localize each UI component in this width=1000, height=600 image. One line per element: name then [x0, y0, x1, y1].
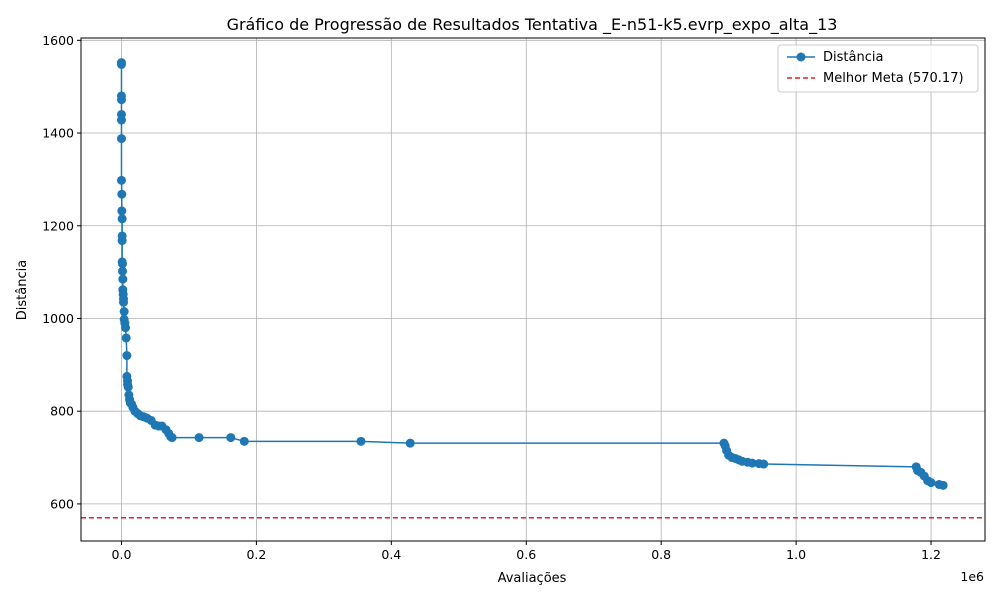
data-point [356, 436, 366, 446]
data-point [117, 259, 127, 269]
data-point [116, 115, 126, 125]
data-point [116, 175, 126, 185]
data-point [117, 189, 127, 199]
y-tick-label: 1600 [42, 33, 74, 48]
data-point [122, 351, 132, 361]
plot-frame [80, 37, 986, 542]
legend-marker-distancia [796, 52, 806, 62]
data-point [167, 433, 177, 443]
y-tick-label: 1200 [42, 218, 74, 233]
y-axis-ticks: 600 800 1000 1200 1400 1600 [42, 33, 81, 511]
chart-title: Gráfico de Progressão de Resultados Tent… [227, 15, 838, 35]
data-point [117, 236, 127, 246]
x-axis-offset-label: 1e6 [960, 569, 984, 584]
data-point [926, 478, 936, 488]
data-point [116, 134, 126, 144]
x-tick-label: 0.8 [651, 547, 671, 562]
y-tick-label: 1400 [42, 126, 74, 141]
x-tick-label: 0.0 [112, 547, 132, 562]
series-layer [116, 58, 948, 490]
x-axis-label: Avaliações [498, 571, 567, 586]
y-tick-label: 1000 [42, 311, 74, 326]
y-tick-label: 600 [50, 496, 74, 511]
data-point [116, 59, 126, 69]
legend-label-distancia: Distância [823, 50, 883, 65]
data-point [116, 95, 126, 105]
data-point [121, 333, 131, 343]
data-point [226, 433, 236, 443]
data-point [938, 480, 948, 490]
y-axis-label: Distância [15, 260, 30, 320]
x-axis-ticks: 0.0 0.2 0.4 0.6 0.8 1.0 1.2 [112, 541, 941, 562]
data-point [117, 266, 127, 276]
data-point [123, 382, 133, 392]
legend: Distância Melhor Meta (570.17) [777, 44, 979, 93]
x-tick-label: 0.2 [246, 547, 266, 562]
data-point [118, 274, 128, 284]
data-point [405, 438, 415, 448]
data-point [194, 433, 204, 443]
x-tick-label: 1.2 [921, 547, 941, 562]
data-point [239, 436, 249, 446]
y-tick-label: 800 [50, 404, 74, 419]
data-point [119, 297, 129, 307]
data-point [117, 206, 127, 216]
data-point [747, 458, 757, 468]
legend-box [777, 44, 979, 93]
x-tick-label: 0.4 [381, 547, 401, 562]
data-point [759, 459, 769, 469]
x-tick-label: 0.6 [516, 547, 536, 562]
grid [81, 38, 985, 541]
x-tick-label: 1.0 [786, 547, 806, 562]
data-point [119, 307, 129, 317]
data-point [117, 214, 127, 224]
legend-label-melhor-meta: Melhor Meta (570.17) [823, 71, 964, 86]
data-point [121, 323, 131, 333]
